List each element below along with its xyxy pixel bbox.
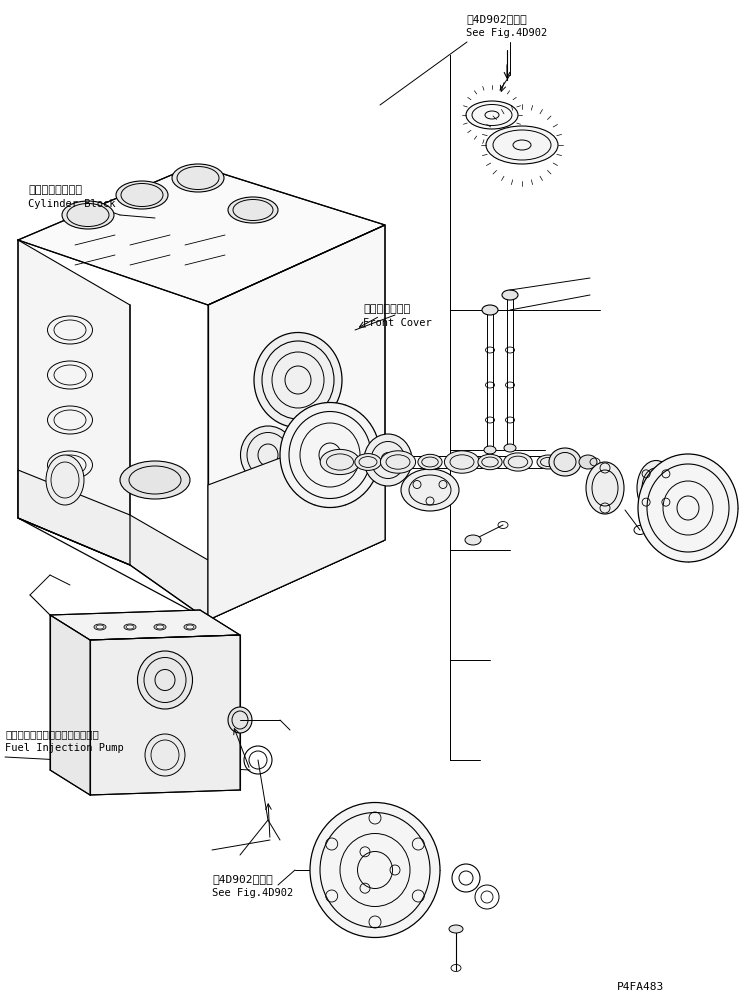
Ellipse shape — [172, 164, 224, 192]
Ellipse shape — [254, 333, 342, 428]
Ellipse shape — [637, 461, 675, 515]
Ellipse shape — [321, 450, 360, 475]
Ellipse shape — [418, 455, 442, 470]
Ellipse shape — [444, 451, 479, 474]
Ellipse shape — [638, 454, 738, 562]
Ellipse shape — [120, 461, 190, 499]
Ellipse shape — [478, 455, 502, 470]
Polygon shape — [208, 430, 385, 620]
Ellipse shape — [549, 448, 581, 476]
Ellipse shape — [364, 434, 412, 486]
Ellipse shape — [465, 535, 481, 545]
Ellipse shape — [355, 454, 381, 471]
Ellipse shape — [240, 426, 296, 484]
Ellipse shape — [280, 403, 380, 507]
Ellipse shape — [502, 290, 518, 300]
Polygon shape — [50, 615, 90, 795]
Ellipse shape — [145, 734, 185, 776]
Text: Fuel Injection Pump: Fuel Injection Pump — [5, 743, 124, 753]
Ellipse shape — [380, 451, 416, 474]
Text: Front Cover: Front Cover — [363, 318, 431, 328]
Ellipse shape — [228, 707, 252, 733]
Text: See Fig.4D902: See Fig.4D902 — [466, 28, 548, 38]
Ellipse shape — [228, 197, 278, 223]
Ellipse shape — [579, 455, 597, 469]
Ellipse shape — [401, 469, 459, 511]
Ellipse shape — [46, 455, 84, 505]
Polygon shape — [18, 470, 208, 620]
Ellipse shape — [537, 455, 559, 469]
Text: フェエルインジェクションポンプ: フェエルインジェクションポンプ — [5, 729, 99, 739]
Text: フロントカバー: フロントカバー — [363, 304, 410, 314]
Ellipse shape — [482, 305, 498, 315]
Ellipse shape — [449, 925, 463, 933]
Ellipse shape — [310, 802, 440, 937]
Ellipse shape — [62, 201, 114, 229]
Text: シリンダブロック: シリンダブロック — [28, 185, 82, 195]
Ellipse shape — [138, 651, 192, 709]
Text: See Fig.4D902: See Fig.4D902 — [212, 888, 294, 898]
Polygon shape — [18, 165, 385, 305]
Polygon shape — [18, 240, 130, 565]
Ellipse shape — [504, 444, 516, 452]
Text: 笥4D902図参照: 笥4D902図参照 — [212, 874, 273, 884]
Polygon shape — [50, 610, 240, 640]
Ellipse shape — [486, 126, 558, 164]
Ellipse shape — [466, 101, 518, 129]
Text: Cylinder Block: Cylinder Block — [28, 199, 115, 209]
Polygon shape — [208, 225, 385, 620]
Ellipse shape — [484, 446, 496, 454]
Ellipse shape — [116, 181, 168, 209]
Text: P4FA483: P4FA483 — [617, 982, 664, 992]
Polygon shape — [90, 635, 240, 795]
Ellipse shape — [503, 453, 533, 472]
Ellipse shape — [586, 462, 624, 514]
Text: 笥4D902図参照: 笥4D902図参照 — [466, 14, 527, 24]
